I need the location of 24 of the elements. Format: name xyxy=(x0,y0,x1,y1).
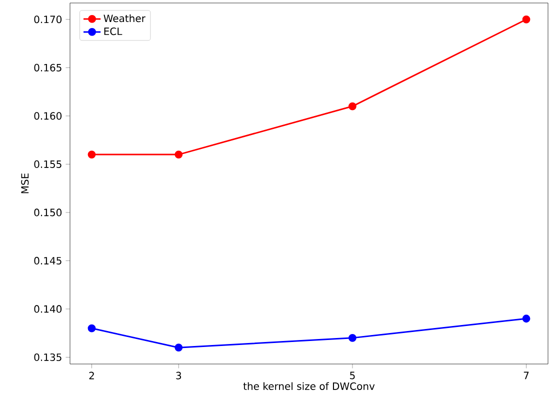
legend-label: ECL xyxy=(104,28,122,36)
point xyxy=(522,314,530,323)
legend-label: Weather xyxy=(104,14,146,22)
point xyxy=(348,102,356,110)
x-tick-label: 7 xyxy=(524,372,529,380)
y-tick-label: 0.165 xyxy=(34,64,62,72)
point xyxy=(348,334,356,342)
y-tick-label: 0.160 xyxy=(34,112,62,120)
y-tick-label: 0.135 xyxy=(34,353,62,362)
point xyxy=(522,15,530,24)
y-axis-title: MSE xyxy=(21,173,29,194)
point xyxy=(174,344,183,352)
x-tick-label: 2 xyxy=(89,372,94,380)
y-tick-label: 0.150 xyxy=(34,208,62,216)
y-tick-label: 0.155 xyxy=(34,160,62,168)
point xyxy=(88,324,96,332)
x-tick-label: 3 xyxy=(176,372,182,380)
y-tick-label: 0.140 xyxy=(34,305,62,313)
x-tick-label: 5 xyxy=(350,372,355,380)
point xyxy=(88,150,96,158)
point xyxy=(174,150,183,158)
y-tick-label: 0.170 xyxy=(34,16,62,24)
x-axis-title: the kernel size of DWConv xyxy=(243,382,375,390)
y-tick-label: 0.145 xyxy=(34,256,62,264)
